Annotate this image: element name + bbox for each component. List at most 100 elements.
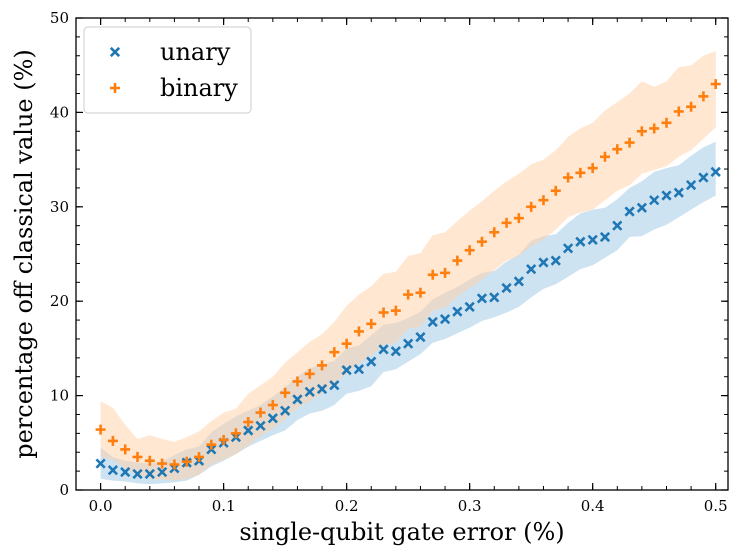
data-point-unary: [316, 383, 328, 395]
data-point-binary: [710, 79, 721, 90]
data-point-binary: [661, 117, 672, 128]
data-point-unary: [452, 306, 463, 317]
data-point-binary: [612, 144, 623, 155]
legend-marker-unary: [109, 46, 121, 58]
data-point-unary: [292, 394, 303, 405]
data-point-binary: [169, 459, 180, 470]
x-tick-label: 0.1: [212, 497, 236, 515]
data-point-binary: [107, 435, 118, 446]
data-point-binary: [513, 213, 524, 224]
data-point-unary: [366, 356, 377, 367]
legend-marker-binary: [110, 83, 120, 93]
legend-box: [83, 26, 252, 114]
data-point-unary: [698, 172, 709, 183]
data-point-binary: [341, 338, 352, 349]
data-point-unary: [415, 331, 426, 343]
data-point-binary: [206, 439, 217, 450]
data-point-binary: [255, 407, 266, 418]
data-point-binary: [673, 106, 684, 117]
y-tick-label: 0: [59, 481, 69, 499]
data-point-unary: [710, 166, 721, 177]
data-point-binary: [181, 456, 192, 467]
y-tick-label: 30: [50, 198, 69, 216]
y-tick-label: 20: [50, 292, 69, 310]
data-point-unary: [587, 234, 598, 245]
data-point-unary: [612, 220, 623, 231]
data-point-binary: [403, 289, 414, 300]
data-point-unary: [526, 263, 537, 275]
data-point-unary: [489, 292, 500, 303]
data-point-unary: [538, 257, 549, 268]
data-point-unary: [624, 206, 635, 217]
data-point-binary: [550, 185, 561, 196]
data-point-unary: [353, 364, 365, 375]
data-point-unary: [575, 236, 586, 247]
x-tick-label: 0.4: [581, 497, 605, 515]
data-point-binary: [120, 444, 131, 455]
data-point-binary: [378, 307, 389, 318]
data-point-binary: [292, 376, 303, 387]
data-point-unary: [649, 195, 660, 206]
data-point-unary: [280, 405, 291, 416]
data-point-unary: [120, 466, 131, 478]
data-point-unary: [156, 466, 168, 478]
y-tick-label: 50: [50, 9, 69, 27]
confidence-band-binary: [100, 51, 716, 481]
data-point-binary: [649, 123, 660, 134]
data-point-unary: [390, 346, 401, 357]
data-point-unary: [132, 468, 143, 480]
x-tick-label: 0.0: [89, 497, 113, 515]
data-point-binary: [390, 305, 401, 316]
confidence-band-unary: [100, 141, 716, 485]
data-point-unary: [661, 190, 672, 201]
data-point-unary: [476, 293, 488, 304]
data-point-binary: [157, 458, 168, 469]
data-point-binary: [304, 368, 315, 379]
y-tick-label: 10: [50, 387, 69, 405]
data-point-unary: [255, 420, 266, 431]
data-point-binary: [132, 451, 143, 462]
data-point-binary: [317, 360, 328, 371]
data-point-unary: [599, 231, 611, 243]
data-point-unary: [427, 316, 438, 328]
data-point-unary: [685, 179, 697, 191]
data-point-binary: [526, 201, 537, 212]
data-point-unary: [329, 380, 340, 391]
data-point-binary: [267, 400, 278, 411]
y-tick-label: 40: [50, 103, 69, 121]
data-point-unary: [341, 364, 352, 376]
data-point-unary: [403, 338, 414, 349]
data-point-binary: [624, 137, 635, 148]
data-point-unary: [673, 187, 684, 198]
data-point-unary: [243, 425, 254, 436]
data-point-binary: [427, 269, 438, 280]
data-point-binary: [243, 417, 254, 428]
data-point-unary: [562, 243, 574, 254]
data-point-binary: [501, 217, 512, 228]
x-tick-label: 0.3: [458, 497, 482, 515]
data-point-binary: [218, 434, 229, 445]
data-point-binary: [464, 245, 475, 256]
data-point-binary: [476, 236, 487, 247]
legend-label-binary: binary: [160, 74, 238, 102]
data-point-binary: [366, 318, 377, 329]
data-point-unary: [378, 344, 389, 355]
data-point-binary: [230, 428, 241, 439]
x-axis-label: single-qubit gate error (%): [239, 518, 564, 546]
data-point-binary: [698, 91, 709, 102]
data-point-binary: [353, 326, 364, 337]
data-point-binary: [452, 255, 463, 266]
data-point-binary: [686, 101, 697, 112]
data-point-binary: [194, 451, 205, 462]
data-point-binary: [563, 172, 574, 183]
data-point-unary: [439, 314, 451, 325]
data-point-binary: [538, 195, 549, 206]
data-point-binary: [329, 347, 340, 358]
data-point-unary: [144, 468, 155, 480]
data-point-unary: [95, 458, 106, 469]
data-point-unary: [107, 465, 119, 476]
data-point-unary: [636, 202, 648, 213]
data-point-binary: [95, 424, 106, 435]
plot-area-frame: [75, 17, 729, 491]
